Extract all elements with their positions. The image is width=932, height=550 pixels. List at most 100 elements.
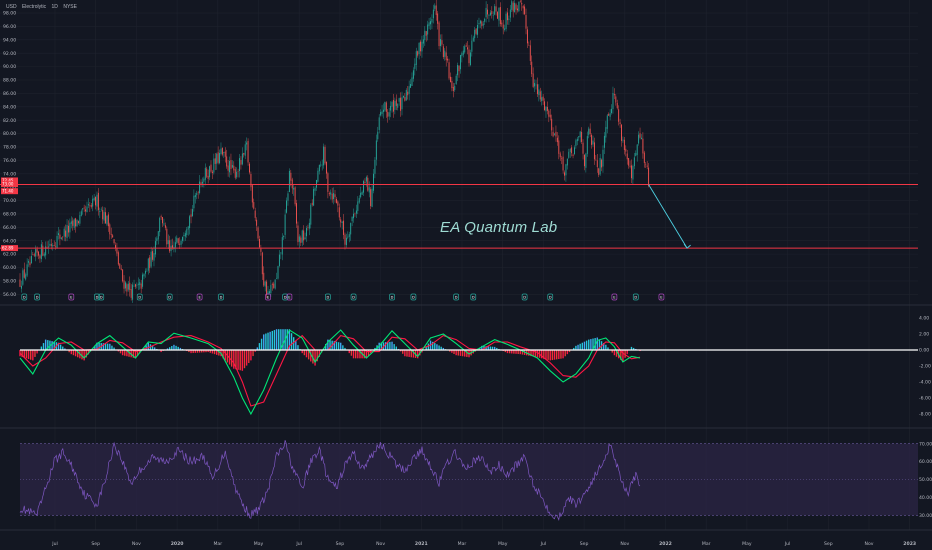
dividend-marker[interactable]: D	[410, 293, 417, 301]
price-candle[interactable]	[221, 147, 223, 157]
price-candle[interactable]	[328, 191, 330, 197]
price-candle[interactable]	[316, 179, 317, 191]
price-candle[interactable]	[28, 259, 30, 267]
price-candle[interactable]	[96, 191, 98, 212]
price-candle[interactable]	[449, 72, 451, 83]
price-candle[interactable]	[609, 109, 611, 121]
price-candle[interactable]	[395, 94, 397, 111]
price-candle[interactable]	[412, 67, 414, 82]
price-candle[interactable]	[516, 5, 518, 13]
dividend-marker[interactable]: D	[547, 293, 554, 301]
price-candle[interactable]	[603, 132, 605, 155]
dividend-marker[interactable]: D	[21, 293, 28, 301]
price-candle[interactable]	[306, 225, 307, 242]
price-candle[interactable]	[546, 101, 548, 115]
price-candle[interactable]	[536, 77, 538, 98]
price-candle[interactable]	[531, 55, 533, 78]
price-candle[interactable]	[504, 24, 506, 32]
price-candle[interactable]	[343, 214, 345, 240]
price-candle[interactable]	[300, 235, 302, 246]
price-candle[interactable]	[173, 241, 175, 253]
price-candle[interactable]	[387, 109, 389, 123]
price-candle[interactable]	[361, 190, 363, 195]
price-candle[interactable]	[528, 41, 530, 46]
price-candle[interactable]	[89, 201, 91, 213]
price-candle[interactable]	[589, 123, 591, 138]
price-candle[interactable]	[22, 268, 24, 287]
price-candle[interactable]	[210, 160, 212, 174]
price-candle[interactable]	[522, 4, 524, 15]
price-candle[interactable]	[166, 226, 168, 248]
time-axis[interactable]: Jul Sep Nov 2020 Mar May Jul Sep Nov 2021 Mar May Ju…	[51, 541, 932, 547]
price-candle[interactable]	[347, 231, 349, 240]
price-candle[interactable]	[370, 187, 372, 210]
price-candle[interactable]	[542, 93, 544, 105]
price-candle[interactable]	[143, 273, 145, 280]
price-candle[interactable]	[591, 133, 593, 149]
price-candle[interactable]	[418, 42, 420, 60]
price-candle[interactable]	[284, 209, 286, 239]
price-candle[interactable]	[126, 282, 128, 297]
price-candle[interactable]	[338, 203, 340, 221]
price-candle[interactable]	[484, 17, 486, 26]
price-candle[interactable]	[345, 233, 347, 248]
price-candle[interactable]	[220, 142, 222, 156]
price-candle[interactable]	[641, 134, 642, 140]
price-candle[interactable]	[481, 20, 483, 30]
price-candle[interactable]	[431, 14, 433, 30]
price-candle[interactable]	[638, 131, 640, 146]
price-candle[interactable]	[613, 88, 615, 100]
price-candle[interactable]	[153, 246, 155, 267]
price-candle[interactable]	[72, 217, 74, 231]
price-candle[interactable]	[615, 93, 617, 106]
price-candle[interactable]	[291, 177, 293, 194]
price-candle[interactable]	[457, 62, 459, 82]
price-candle[interactable]	[384, 101, 386, 112]
price-candle[interactable]	[578, 136, 580, 141]
price-candle[interactable]	[304, 232, 306, 240]
price-candle[interactable]	[552, 127, 554, 138]
price-candle[interactable]	[385, 101, 387, 118]
price-candle[interactable]	[622, 136, 624, 143]
price-candle[interactable]	[408, 80, 410, 101]
price-candle[interactable]	[288, 168, 290, 193]
price-candle[interactable]	[206, 166, 208, 179]
price-candle[interactable]	[246, 137, 248, 151]
price-candle[interactable]	[29, 256, 31, 268]
price-candle[interactable]	[428, 18, 430, 30]
price-candle[interactable]	[214, 152, 216, 171]
price-candle[interactable]	[136, 282, 138, 289]
price-candle[interactable]	[86, 201, 88, 213]
price-candle[interactable]	[402, 95, 404, 99]
price-candle[interactable]	[257, 226, 259, 241]
price-candle[interactable]	[625, 145, 627, 157]
price-candle[interactable]	[290, 169, 292, 187]
price-candle[interactable]	[561, 155, 563, 165]
price-candle[interactable]	[204, 163, 206, 186]
price-candle[interactable]	[606, 113, 608, 134]
price-candle[interactable]	[207, 169, 209, 184]
price-candle[interactable]	[596, 154, 598, 173]
price-candle[interactable]	[150, 246, 152, 269]
price-candle[interactable]	[405, 88, 407, 101]
price-candle[interactable]	[556, 132, 558, 146]
price-candle[interactable]	[482, 20, 484, 29]
dividend-marker[interactable]: D	[389, 293, 395, 301]
price-candle[interactable]	[157, 230, 159, 245]
price-candle[interactable]	[203, 176, 205, 188]
price-candle[interactable]	[237, 168, 239, 178]
price-candle[interactable]	[464, 44, 466, 54]
price-candle[interactable]	[241, 147, 243, 166]
price-candle[interactable]	[549, 108, 551, 121]
price-candle[interactable]	[62, 236, 64, 241]
price-candle[interactable]	[147, 257, 149, 275]
price-candle[interactable]	[519, 0, 521, 3]
price-candle[interactable]	[602, 145, 604, 173]
price-candle[interactable]	[475, 28, 477, 36]
price-candle[interactable]	[344, 232, 346, 250]
price-candle[interactable]	[514, 0, 516, 13]
price-candle[interactable]	[52, 243, 54, 251]
price-candle[interactable]	[608, 112, 610, 117]
price-candle[interactable]	[330, 189, 332, 200]
price-candle[interactable]	[321, 159, 323, 171]
